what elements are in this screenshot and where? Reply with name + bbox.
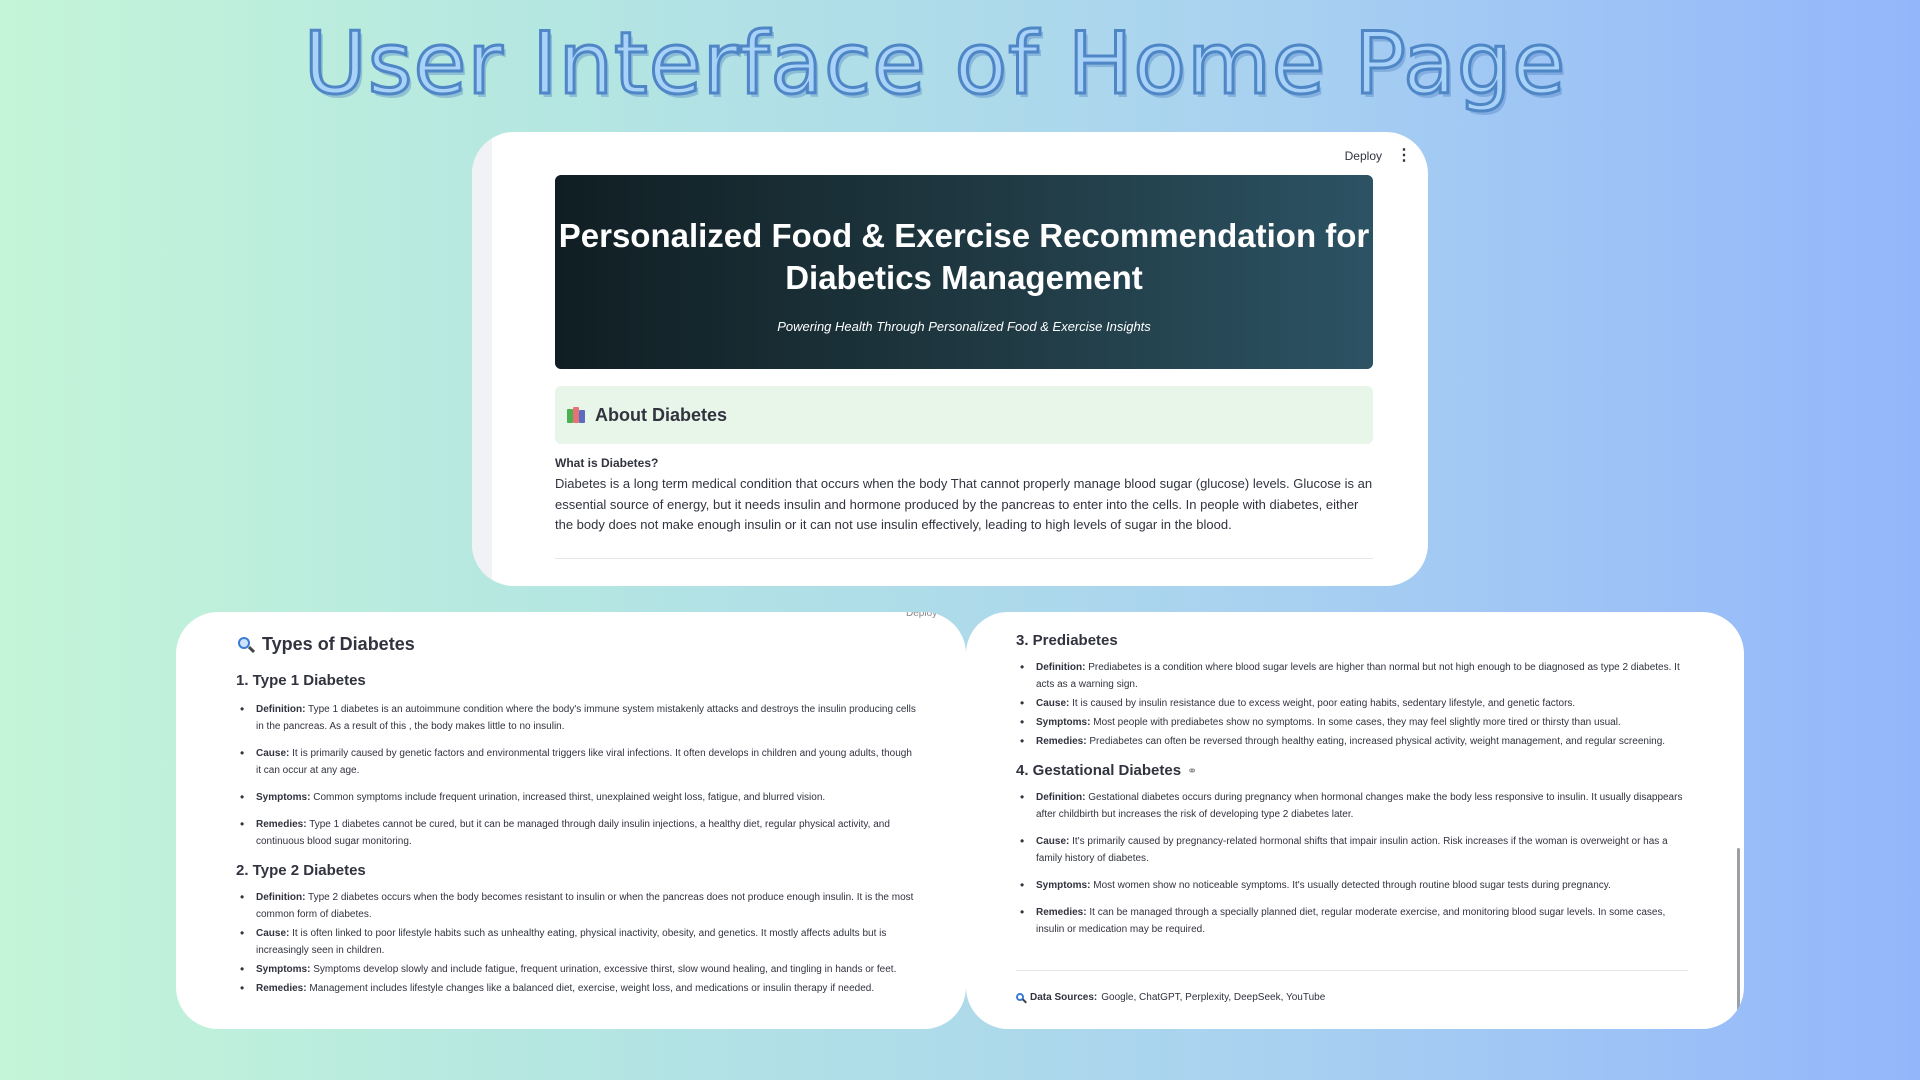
types-title-text: Types of Diabetes	[262, 634, 415, 654]
list-item: Cause: It is often linked to poor lifest…	[236, 925, 916, 959]
home-screenshot-types: Deploy Types of Diabetes 1. Type 1 Diabe…	[176, 612, 966, 1029]
list-item: Definition: Prediabetes is a condition w…	[1016, 659, 1686, 693]
type2-title: 2. Type 2 Diabetes	[236, 862, 366, 879]
magnifier-icon	[238, 636, 256, 653]
banner-title: Personalized Food & Exercise Recommendat…	[558, 217, 1370, 296]
type1-list: Definition: Type 1 diabetes is an autoim…	[236, 701, 916, 850]
list-item: Cause: It is primarily caused by genetic…	[236, 745, 916, 779]
data-sources: Data Sources: Google, ChatGPT, Perplexit…	[1016, 992, 1325, 1003]
data-sources-text: Google, ChatGPT, Perplexity, DeepSeek, Y…	[1101, 992, 1326, 1003]
list-item: Symptoms: Common symptoms include freque…	[236, 789, 916, 806]
sidebar-strip	[472, 132, 492, 586]
more-menu-icon[interactable]: ⋮	[1396, 147, 1412, 164]
prediabetes-title: 3. Prediabetes	[1016, 632, 1118, 649]
list-item: Remedies: It can be managed through a sp…	[1016, 904, 1686, 938]
gestational-title-text: 4. Gestational Diabetes	[1016, 762, 1182, 779]
about-section-header: About Diabetes	[555, 386, 1373, 444]
list-item: Cause: It's primarily caused by pregnanc…	[1016, 833, 1686, 867]
list-item: Definition: Gestational diabetes occurs …	[1016, 789, 1686, 823]
link-icon[interactable]: ⚭	[1187, 764, 1198, 778]
types-section-title: Types of Diabetes	[238, 634, 415, 655]
deploy-button[interactable]: Deploy	[906, 612, 938, 619]
list-item: Definition: Type 1 diabetes is an autoim…	[236, 701, 916, 735]
home-screenshot-top: Deploy ⋮ Personalized Food & Exercise Re…	[472, 132, 1428, 586]
books-icon	[567, 407, 587, 423]
list-item: Remedies: Prediabetes can often be rever…	[1016, 733, 1686, 750]
data-sources-label: Data Sources:	[1030, 992, 1098, 1003]
list-item: Cause: It is caused by insulin resistanc…	[1016, 695, 1686, 712]
gestational-list: Definition: Gestational diabetes occurs …	[1016, 789, 1686, 938]
divider	[1016, 970, 1688, 971]
list-item: Remedies: Type 1 diabetes cannot be cure…	[236, 816, 916, 850]
header-banner: Personalized Food & Exercise Recommendat…	[555, 175, 1373, 369]
list-item: Symptoms: Symptoms develop slowly and in…	[236, 961, 916, 978]
divider	[555, 558, 1373, 559]
hero-title: User Interface of Home Page	[302, 13, 1567, 116]
what-is-diabetes-body: Diabetes is a long term medical conditio…	[555, 476, 1373, 532]
home-screenshot-more-types: 3. Prediabetes Definition: Prediabetes i…	[966, 612, 1744, 1029]
about-title: About Diabetes	[595, 404, 728, 425]
magnifier-icon	[1016, 992, 1027, 1003]
what-is-diabetes-heading: What is Diabetes?	[555, 456, 659, 470]
prediabetes-list: Definition: Prediabetes is a condition w…	[1016, 659, 1686, 750]
banner-subtitle: Powering Health Through Personalized Foo…	[777, 319, 1151, 334]
app-toolbar: Deploy ⋮	[1345, 148, 1412, 164]
list-item: Symptoms: Most women show no noticeable …	[1016, 877, 1686, 894]
scrollbar[interactable]	[1737, 848, 1740, 1018]
list-item: Definition: Type 2 diabetes occurs when …	[236, 889, 916, 923]
deploy-button[interactable]: Deploy	[1344, 149, 1382, 163]
list-item: Symptoms: Most people with prediabetes s…	[1016, 714, 1686, 731]
gestational-title: 4. Gestational Diabetes ⚭	[1016, 762, 1686, 779]
list-item: Remedies: Management includes lifestyle …	[236, 980, 916, 997]
type2-list: Definition: Type 2 diabetes occurs when …	[236, 889, 916, 997]
type1-title: 1. Type 1 Diabetes	[236, 672, 366, 689]
